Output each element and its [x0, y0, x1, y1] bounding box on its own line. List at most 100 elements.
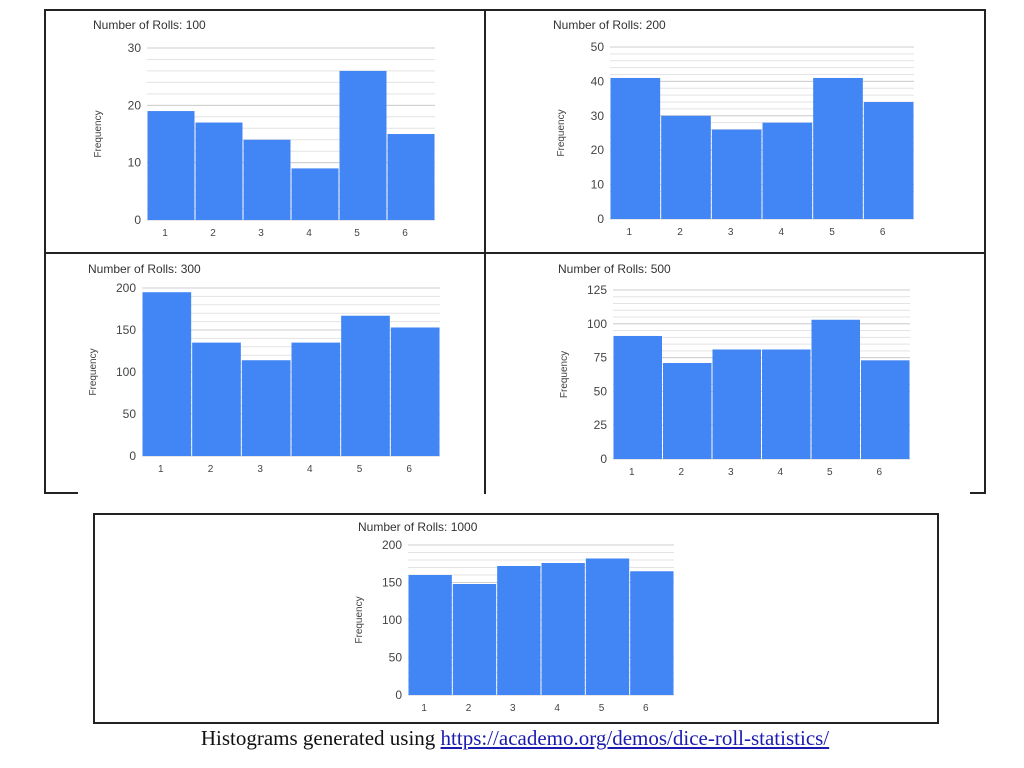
x-tick-label: 2: [208, 464, 214, 475]
y-tick-label: 40: [591, 74, 605, 88]
x-tick-label: 5: [829, 227, 835, 238]
y-tick-label: 125: [587, 283, 607, 297]
histogram-200-rolls: Number of Rolls: 200 0 10 20 30 40 50 1 2 3 4 5 6 Fre…: [553, 18, 914, 238]
y-tick-label: 20: [128, 98, 142, 112]
y-tick-label: 0: [129, 449, 136, 463]
histogram-500-rolls: Number of Rolls: 500 0 25 50 75 100 125 1 2 3 4 5 6 F…: [558, 262, 910, 478]
y-tick-label: 100: [116, 365, 136, 379]
y-axis-label: Frequency: [556, 109, 567, 156]
y-tick-label: 75: [594, 351, 608, 365]
histogram-100-rolls: Number of Rolls: 100 0 10 20 30 1 2 3 4 5 6 Frequen…: [93, 18, 435, 239]
y-tick-label: 0: [600, 452, 607, 466]
bar-face-3: [243, 139, 291, 220]
bar-face-1: [408, 575, 452, 695]
y-tick-label: 200: [116, 281, 136, 295]
histogram-300-rolls: Number of Rolls: 300 0 50 100 150 200 1 2 3 4 5 6 Fr…: [88, 262, 440, 475]
bar-face-4: [762, 349, 811, 459]
x-tick-label: 5: [357, 464, 363, 475]
x-tick-label: 1: [158, 464, 164, 475]
y-axis-label: Frequency: [559, 351, 570, 398]
x-tick-label: 4: [554, 703, 560, 714]
bar-face-6: [863, 102, 914, 219]
y-tick-label: 10: [128, 156, 142, 170]
bar-face-2: [452, 584, 497, 695]
bar-face-1: [147, 111, 195, 220]
bar-face-4: [291, 342, 341, 456]
y-tick-label: 0: [134, 213, 141, 227]
caption-text: Histograms generated using: [200, 726, 441, 750]
bar-face-2: [663, 363, 712, 459]
bar-face-3: [711, 129, 762, 219]
y-tick-label: 50: [591, 40, 605, 54]
bar-face-5: [811, 319, 860, 459]
bar-face-1: [142, 292, 192, 456]
x-tick-label: 1: [627, 227, 633, 238]
y-tick-label: 25: [594, 418, 608, 432]
chart-title: Number of Rolls: 100: [93, 18, 206, 32]
y-axis-label: Frequency: [88, 348, 99, 395]
bar-face-5: [339, 70, 387, 220]
x-tick-label: 6: [406, 464, 412, 475]
x-tick-label: 2: [677, 227, 683, 238]
bar-face-2: [195, 122, 243, 220]
bar-face-2: [661, 115, 711, 219]
frame-gap-left: [78, 488, 484, 496]
x-tick-label: 6: [643, 703, 649, 714]
y-axis-label: Frequency: [93, 110, 104, 157]
y-tick-label: 100: [587, 317, 607, 331]
bar-face-5: [585, 558, 630, 695]
bar-face-6: [390, 327, 440, 456]
y-tick-label: 100: [382, 613, 402, 627]
x-tick-label: 4: [306, 228, 312, 239]
y-tick-label: 150: [116, 323, 136, 337]
bar-face-4: [291, 168, 339, 220]
x-tick-label: 1: [421, 703, 427, 714]
y-tick-label: 0: [597, 212, 604, 226]
y-tick-label: 30: [591, 109, 605, 123]
bar-face-3: [241, 360, 291, 456]
x-tick-label: 3: [258, 228, 264, 239]
bar-face-3: [712, 349, 761, 459]
chart-title: Number of Rolls: 300: [88, 262, 201, 276]
y-tick-label: 200: [382, 538, 402, 552]
x-tick-label: 2: [678, 467, 684, 478]
x-tick-label: 4: [777, 467, 783, 478]
y-tick-label: 50: [594, 384, 608, 398]
bar-face-6: [387, 134, 435, 220]
x-tick-label: 4: [307, 464, 313, 475]
x-tick-label: 3: [257, 464, 263, 475]
y-tick-label: 150: [382, 576, 402, 590]
bar-face-4: [541, 563, 585, 695]
y-axis-label: Frequency: [354, 596, 365, 643]
x-tick-label: 3: [510, 703, 516, 714]
bar-face-1: [610, 77, 661, 220]
x-tick-label: 6: [880, 227, 886, 238]
x-tick-label: 1: [629, 467, 635, 478]
bar-face-1: [613, 335, 662, 459]
x-tick-label: 5: [599, 703, 605, 714]
x-tick-label: 6: [402, 228, 408, 239]
bar-face-6: [861, 360, 910, 459]
bar-face-3: [497, 566, 541, 695]
x-tick-label: 5: [354, 228, 360, 239]
figure-caption: Histograms generated using https://acade…: [0, 726, 1024, 751]
caption-link[interactable]: https://academo.org/demos/dice-roll-stat…: [440, 726, 830, 750]
chart-title: Number of Rolls: 500: [558, 262, 671, 276]
bar-face-5: [341, 315, 390, 456]
y-tick-label: 30: [128, 41, 142, 55]
bar-face-2: [192, 342, 241, 456]
x-tick-label: 3: [728, 227, 734, 238]
histogram-1000-rolls: Number of Rolls: 1000 0 50 100 150 200 1 2 3 4 5 6 F…: [354, 520, 674, 714]
x-tick-label: 3: [728, 467, 734, 478]
x-tick-label: 2: [210, 228, 216, 239]
x-tick-label: 2: [466, 703, 472, 714]
y-tick-label: 50: [389, 651, 403, 665]
y-tick-label: 50: [123, 407, 137, 421]
x-tick-label: 5: [827, 467, 833, 478]
y-tick-label: 10: [591, 178, 605, 192]
chart-title: Number of Rolls: 200: [553, 18, 666, 32]
bar-face-4: [762, 122, 813, 219]
bar-face-5: [813, 77, 863, 220]
x-tick-label: 6: [876, 467, 882, 478]
frame-gap-right: [486, 488, 970, 496]
